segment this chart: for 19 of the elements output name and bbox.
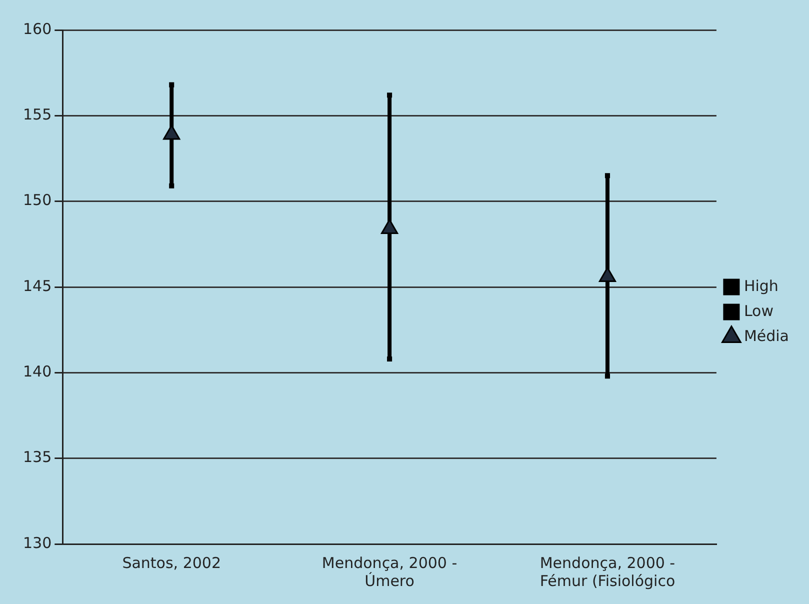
point [387,92,392,98]
legend-label: High [744,276,778,295]
x-tick-label: Santos, 2002 [122,554,222,572]
point [604,374,610,379]
x-tick-label: Mendonça, 2000 - Úmero [322,554,458,590]
y-tick-label: 145 [22,276,52,295]
y-tick-label: 150 [22,191,52,210]
y-tick-label: 155 [22,106,52,124]
legend-label: Média [744,326,790,345]
y-tick-label: 130 [22,534,52,552]
y-tick-label: 135 [22,448,52,466]
point [169,82,174,88]
x-tick-label: Mendonça, 2000 - Fémur (Fisiológico [540,554,676,590]
point [604,173,610,178]
y-tick-label: 140 [22,362,52,381]
point [387,356,392,362]
point [169,183,174,188]
legend-label: Low [744,302,774,320]
y-tick-label: 160 [22,20,52,38]
